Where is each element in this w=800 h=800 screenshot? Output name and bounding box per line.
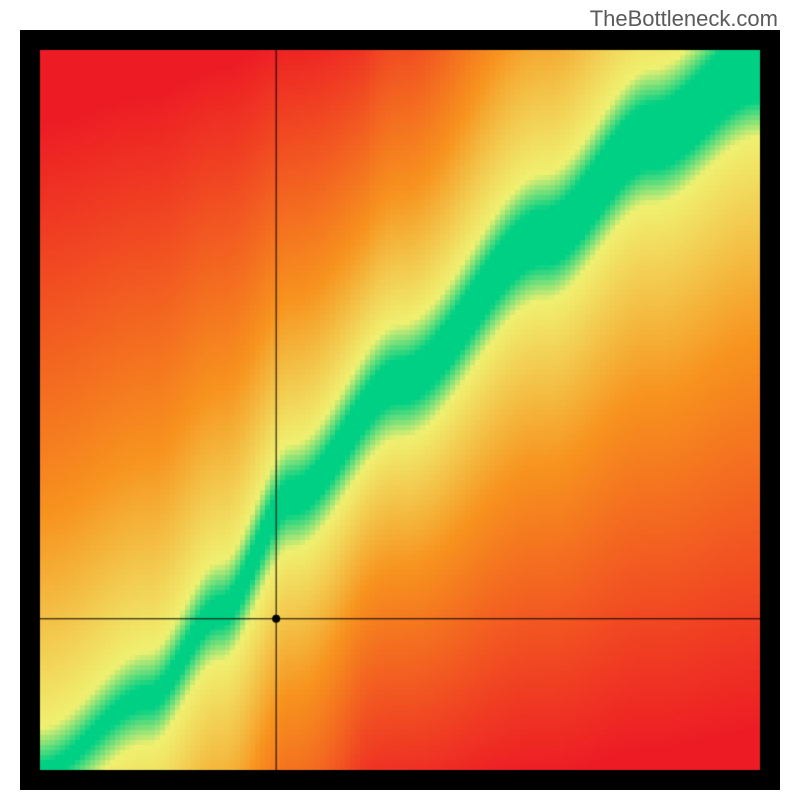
watermark-text: TheBottleneck.com: [590, 6, 778, 32]
heatmap-canvas: [20, 30, 780, 790]
bottleneck-heatmap-chart: [20, 30, 780, 790]
